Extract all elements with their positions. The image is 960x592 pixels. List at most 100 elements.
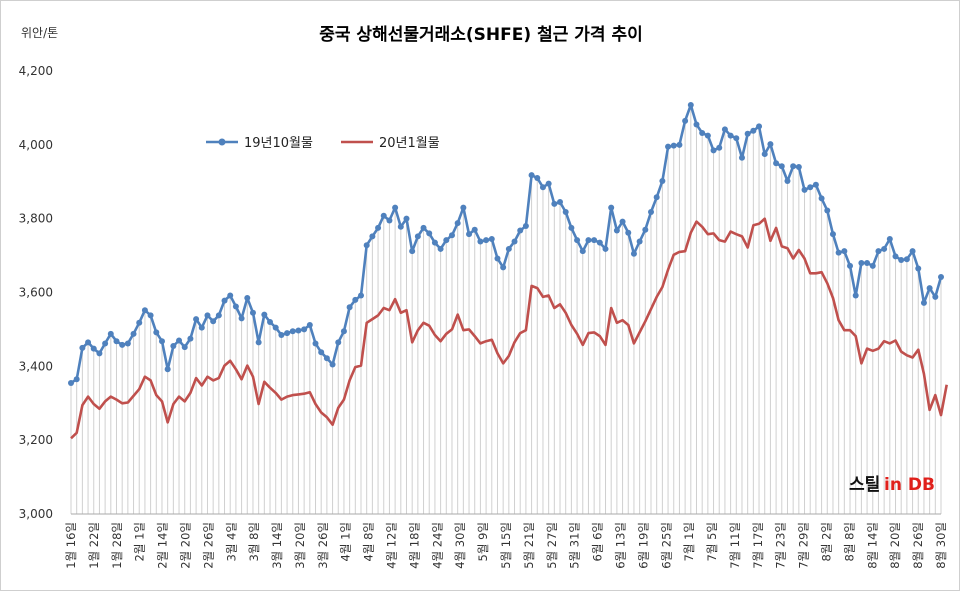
data-point (738, 154, 745, 161)
data-point (676, 141, 683, 148)
data-point (375, 224, 382, 231)
data-point (773, 160, 780, 167)
data-point (448, 232, 455, 239)
chart-title: 중국 상해선물거래소(SHFE) 철근 가격 추이 (319, 25, 643, 45)
x-tick-label: 3월 8일 (247, 522, 261, 561)
data-point (426, 230, 433, 237)
x-tick-label: 6월 13일 (613, 522, 627, 569)
data-point (102, 340, 109, 347)
data-point (864, 259, 871, 266)
data-point (443, 237, 450, 244)
data-point (306, 321, 313, 328)
data-point (500, 264, 507, 271)
data-point (790, 163, 797, 170)
x-tick-label: 4월 18일 (407, 522, 421, 569)
data-point (716, 144, 723, 151)
data-point (659, 178, 666, 185)
data-point (761, 151, 768, 158)
data-point (460, 204, 467, 211)
x-tick-label: 4월 1일 (339, 522, 353, 561)
data-point (358, 292, 364, 299)
x-tick-label: 7월 11일 (728, 522, 742, 569)
data-point (483, 237, 490, 244)
data-point (164, 366, 171, 373)
y-axis-unit-label: 위안/톤 (21, 26, 58, 40)
data-point (915, 265, 922, 272)
data-point (744, 130, 751, 137)
data-point (511, 238, 518, 245)
x-tick-label: 3월 26일 (316, 522, 330, 569)
data-point (73, 376, 80, 383)
x-tick-label: 4월 24일 (430, 522, 444, 569)
data-point (596, 239, 603, 246)
data-point (710, 147, 717, 154)
data-point (68, 379, 74, 386)
data-point (392, 204, 399, 211)
x-tick-label: 4월 8일 (362, 522, 376, 561)
data-point (801, 186, 808, 193)
x-tick-label: 7월 29일 (797, 522, 811, 569)
data-point (727, 132, 734, 139)
data-point (636, 238, 643, 245)
data-point (158, 338, 165, 345)
data-point (261, 311, 268, 318)
data-point (187, 335, 194, 342)
x-tick-label: 2월 20일 (178, 522, 192, 569)
data-point (829, 231, 836, 238)
data-point (107, 330, 114, 337)
x-tick-label: 8월 14일 (865, 522, 879, 569)
data-point (454, 220, 461, 227)
data-point (295, 327, 302, 334)
data-point (409, 248, 416, 255)
data-point (557, 199, 564, 206)
data-point (340, 328, 347, 335)
x-tick-label: 8월 30일 (934, 522, 948, 569)
data-point (153, 329, 160, 336)
data-point (289, 328, 296, 335)
data-point (488, 235, 495, 242)
x-tick-label: 5월 15일 (499, 522, 513, 569)
data-point (858, 259, 865, 266)
x-axis-ticks: 1월 16일 1월 22일 1월 28일 2월 1일 2월 14일 2월 20일 2월 26… (64, 522, 948, 569)
data-point (585, 237, 592, 244)
data-point (824, 207, 831, 214)
x-tick-label: 8월 2일 (820, 522, 834, 561)
data-point (79, 344, 86, 351)
data-point (812, 181, 819, 188)
data-point (886, 235, 893, 242)
legend-label: 20년1월물 (379, 136, 440, 151)
data-point (528, 172, 535, 179)
data-point (841, 248, 848, 255)
data-point (215, 312, 222, 319)
data-point (141, 307, 148, 314)
data-point (130, 330, 137, 337)
data-point (562, 209, 569, 216)
data-point (170, 343, 177, 350)
y-tick-label: 3,800 (19, 212, 53, 226)
data-point (545, 180, 552, 187)
data-point (380, 212, 387, 219)
logo-text-indb: in DB (884, 475, 935, 495)
legend-marker (218, 138, 226, 146)
x-tick-label: 3월 20일 (293, 522, 307, 569)
data-point (847, 262, 854, 269)
data-point (278, 331, 285, 338)
x-tick-label: 5월 21일 (522, 522, 536, 569)
data-point (335, 339, 342, 346)
data-point (96, 350, 103, 357)
data-point (255, 339, 262, 346)
data-point (232, 303, 239, 310)
data-point (466, 231, 473, 238)
data-point (204, 312, 211, 319)
data-point (682, 117, 689, 124)
x-tick-label: 4월 30일 (453, 522, 467, 569)
data-point (517, 227, 524, 234)
data-point (574, 237, 581, 244)
data-point (119, 341, 126, 348)
x-tick-label: 2월 14일 (156, 522, 170, 569)
x-tick-label: 4월 12일 (385, 522, 399, 569)
data-point (210, 318, 217, 325)
data-point (687, 101, 694, 108)
